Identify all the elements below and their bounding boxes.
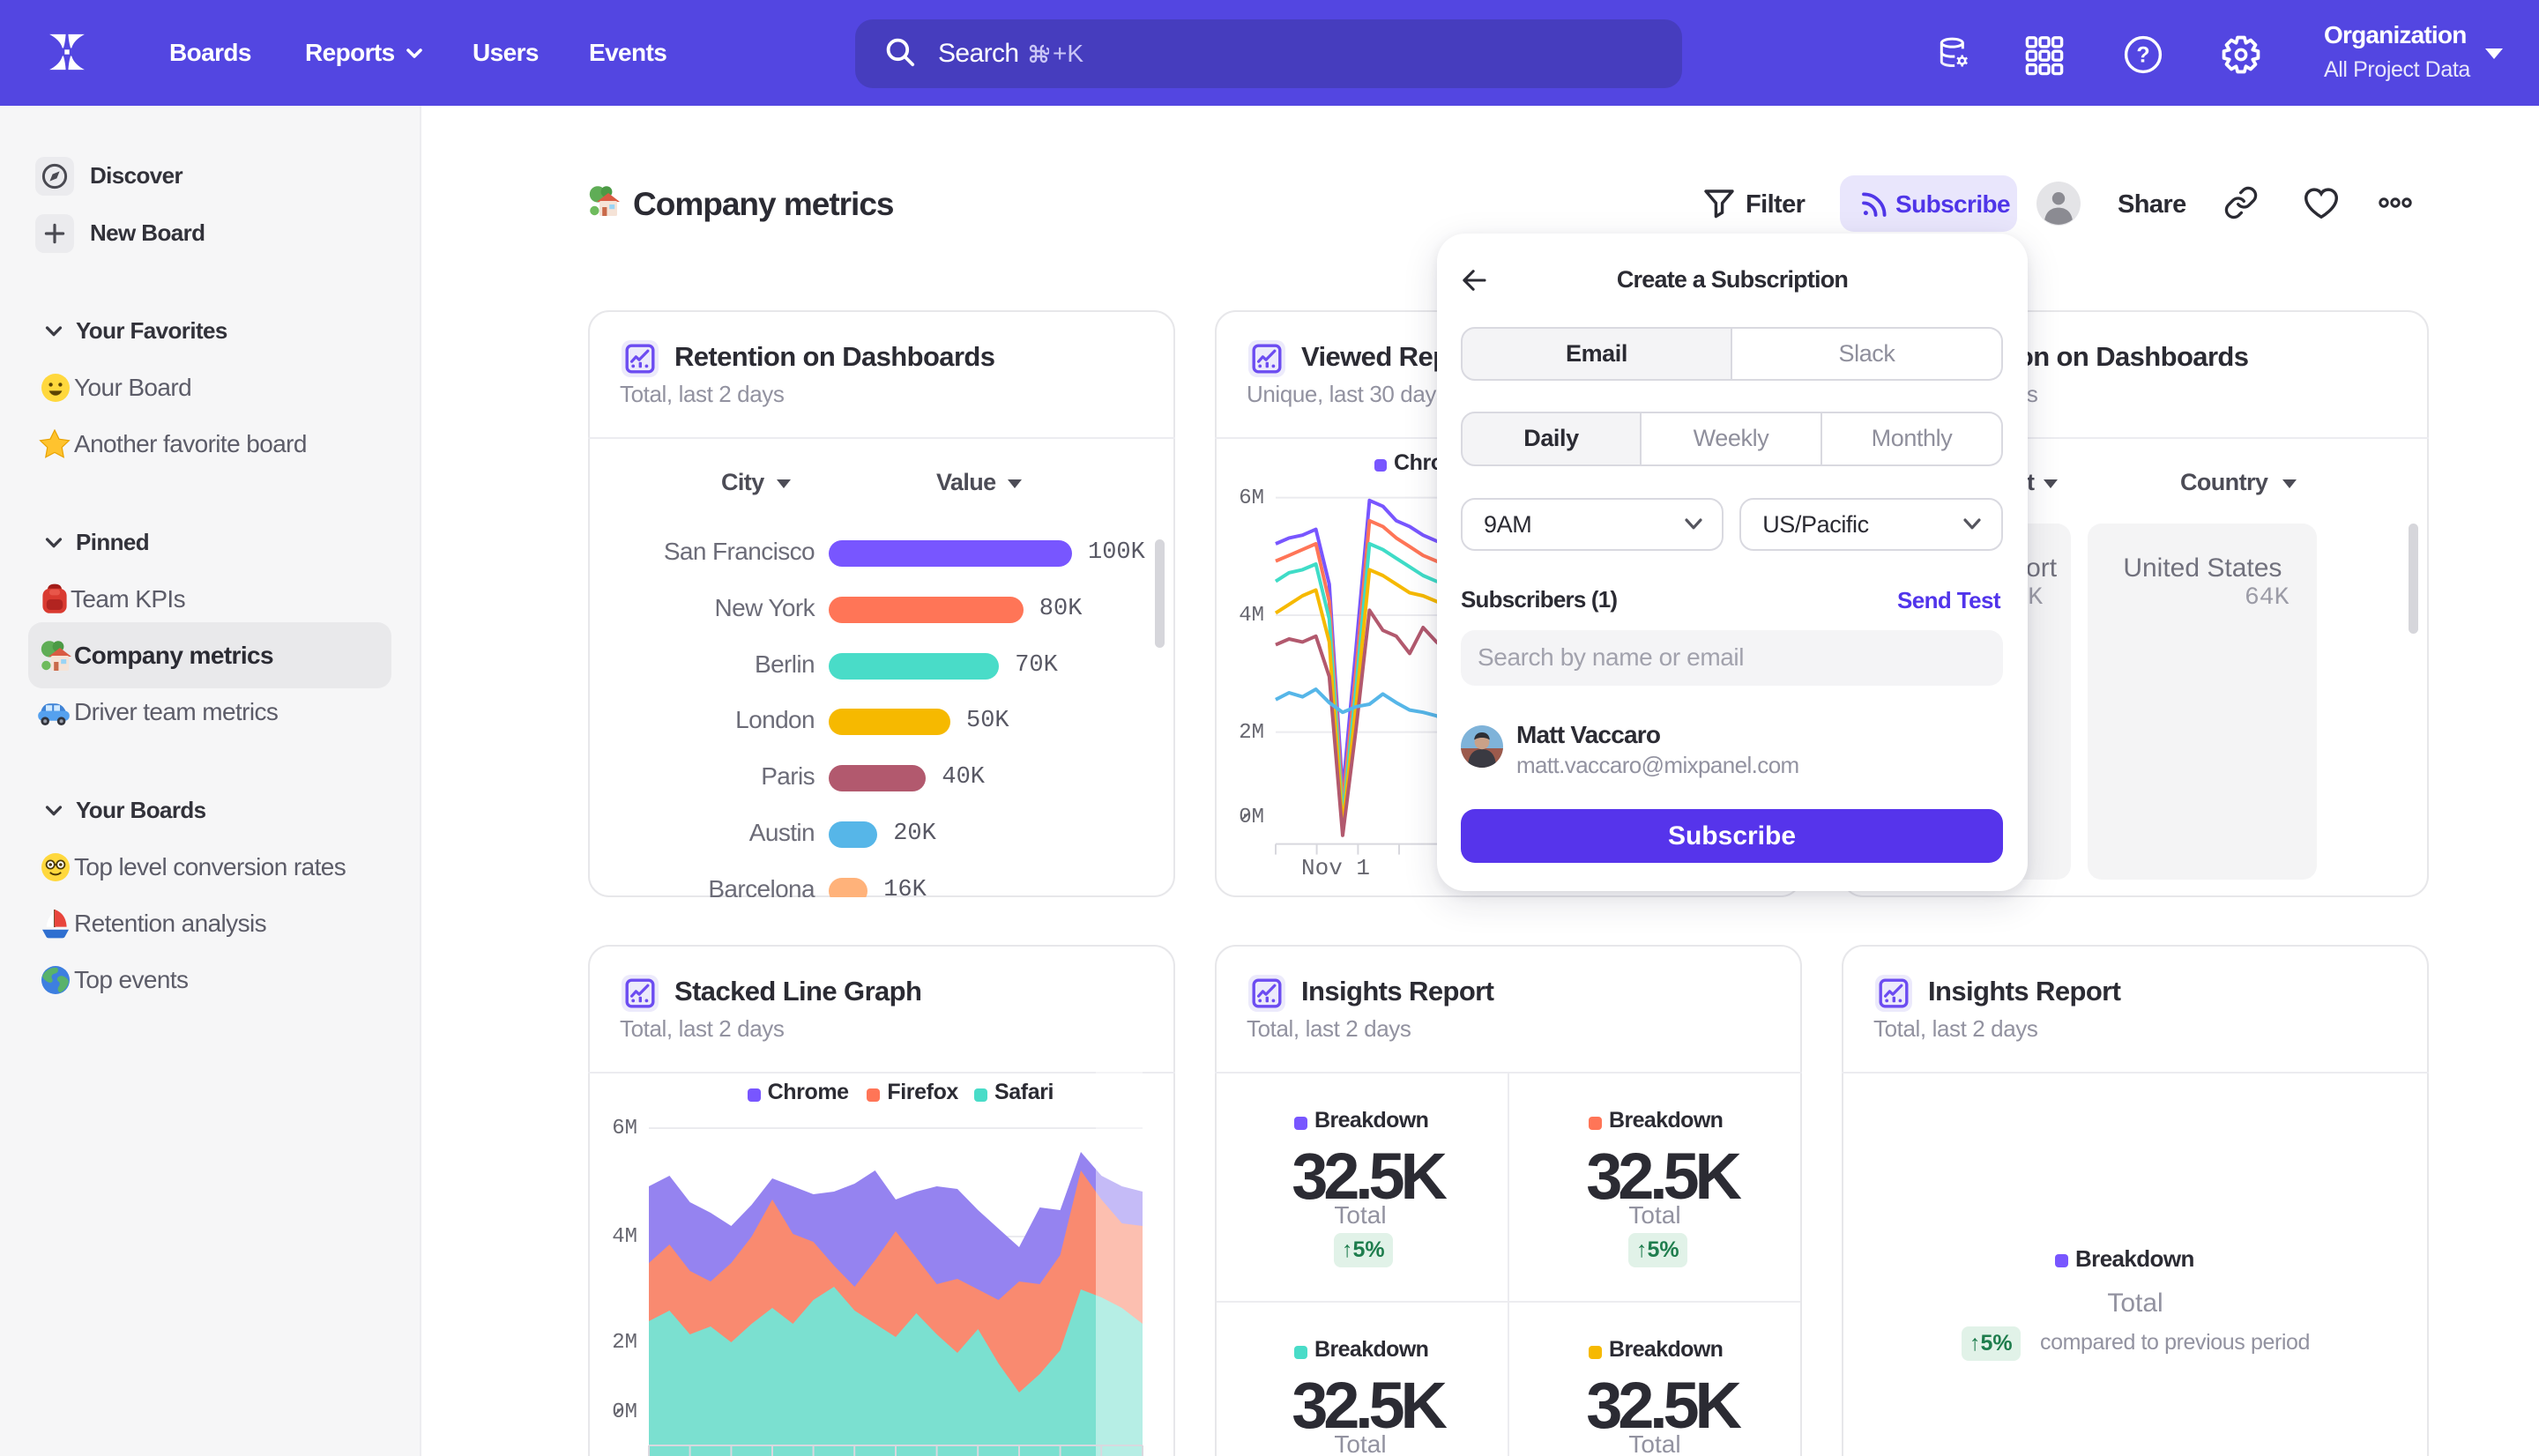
svg-text:?: ? [2136,43,2149,68]
